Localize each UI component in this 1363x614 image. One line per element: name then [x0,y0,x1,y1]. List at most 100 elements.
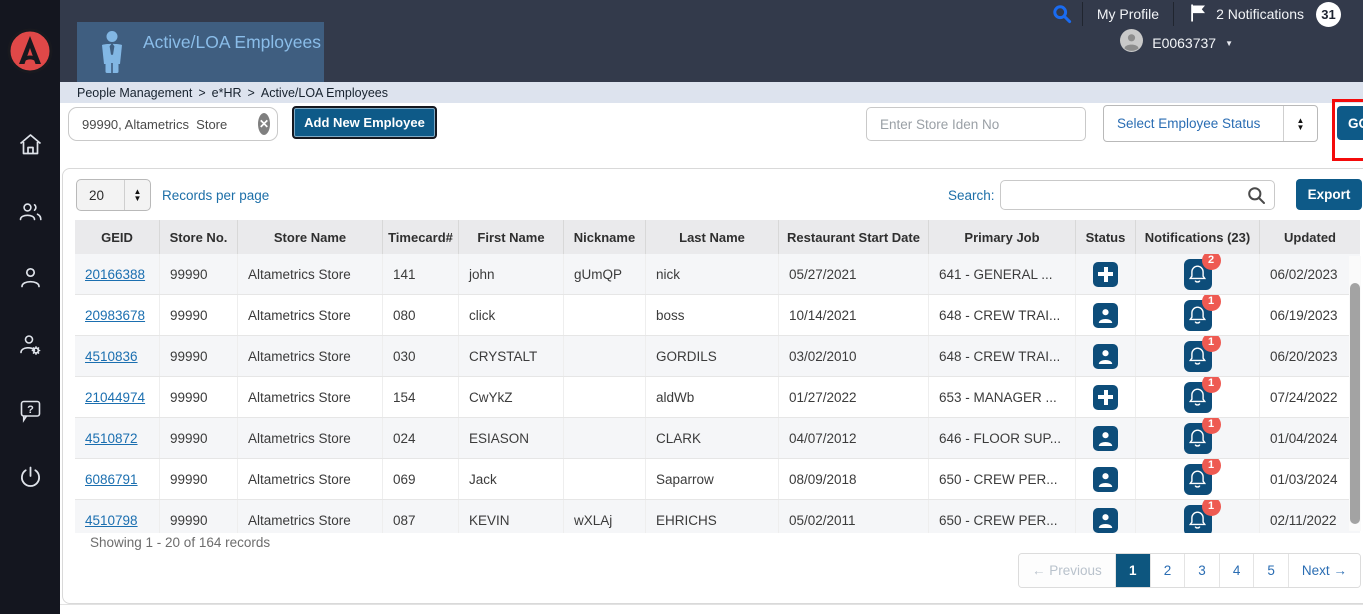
pagination: ← Previous 1 2 3 4 5 Next → [1018,553,1361,588]
notification-bell-icon[interactable]: 1 [1183,295,1221,331]
status-plus-icon[interactable] [1093,384,1118,410]
notification-count-badge: 1 [1201,336,1221,352]
primary-job-cell: 653 - MANAGER ... [929,377,1076,417]
store-name-cell: Altametrics Store [238,459,383,499]
last-name-cell: GORDILS [646,336,779,376]
store-no-cell: 99990 [160,336,238,376]
updated-cell: 06/20/2023 [1270,348,1338,364]
sidebar-help-icon[interactable]: ? [17,397,44,424]
sidebar-power-icon[interactable] [17,463,44,490]
table-row: 21044974 99990 Altametrics Store 154 CwY… [75,377,1360,418]
notifications-count-badge: 31 [1316,1,1341,27]
table-row: 6086791 99990 Altametrics Store 069 Jack… [75,459,1360,500]
column-header-notifications: Notifications (23) [1136,220,1260,254]
geid-link[interactable]: 20166388 [85,266,146,282]
nickname-cell: gUmQP [564,254,646,294]
notification-count-badge: 1 [1201,377,1221,393]
timecard-cell: 080 [383,295,459,335]
notification-bell-icon[interactable]: 2 [1183,254,1221,290]
export-button[interactable]: Export [1296,179,1362,210]
notifications-cell: 1 [1136,377,1260,417]
geid-link[interactable]: 4510798 [85,512,138,528]
primary-job-cell: 650 - CREW PER... [929,459,1076,499]
navbar-divider [1173,2,1175,26]
last-name-cell: CLARK [646,418,779,458]
select-spinner-icon: ▲ ▼ [124,180,150,210]
store-name-cell: Altametrics Store [238,254,383,294]
status-person-icon[interactable] [1093,466,1118,492]
user-menu[interactable]: E0063737 ▼ [1120,29,1363,57]
table-scrollbar-thumb[interactable] [1350,283,1360,524]
notification-count-badge: 1 [1201,295,1221,311]
first-name-cell: click [459,295,564,335]
primary-job-cell: 648 - CREW TRAI... [929,336,1076,376]
table-search-input[interactable] [1001,187,1247,203]
first-name-cell: ESIASON [459,418,564,458]
notification-bell-icon[interactable]: 1 [1183,377,1221,413]
page-button-1[interactable]: 1 [1115,554,1151,587]
page-button-3[interactable]: 3 [1185,554,1220,587]
column-header-updated: Updated [1284,229,1336,245]
nickname-cell [564,295,646,335]
status-person-icon[interactable] [1093,343,1118,369]
sidebar-home-icon[interactable] [17,131,44,158]
next-page-button[interactable]: Next → [1288,554,1360,587]
status-person-icon[interactable] [1093,507,1118,533]
column-header-first-name: First Name [459,220,564,254]
notifications-label: 2 Notifications [1216,6,1304,22]
geid-link[interactable]: 4510836 [85,348,138,364]
column-header-primary-job: Primary Job [929,220,1076,254]
global-search-icon[interactable] [1042,0,1082,28]
nickname-cell [564,418,646,458]
notifications-cell: 1 [1136,295,1260,335]
notification-bell-icon[interactable]: 1 [1183,500,1221,533]
updated-cell: 07/24/2022 [1270,389,1338,405]
geid-link[interactable]: 21044974 [85,389,146,405]
clear-store-icon[interactable]: ✕ [258,113,270,135]
table-row: 4510872 99990 Altametrics Store 024 ESIA… [75,418,1360,459]
spinner-up-icon: ▲ [133,187,142,196]
geid-link[interactable]: 6086791 [85,471,138,487]
breadcrumb-separator: > [247,85,255,100]
primary-job-cell: 650 - CREW PER... [929,500,1076,533]
table-row: 4510798 99990 Altametrics Store 087 KEVI… [75,500,1360,533]
store-search-input[interactable] [69,116,258,132]
page-button-5[interactable]: 5 [1254,554,1289,587]
geid-link[interactable]: 20983678 [85,307,146,323]
column-header-store-no: Store No. [160,220,238,254]
status-cell [1076,254,1136,294]
breadcrumb-ehr[interactable]: e*HR [211,85,242,100]
status-person-icon[interactable] [1093,302,1118,328]
notifications-button[interactable]: 2 Notifications 31 [1174,0,1363,28]
updated-cell: 06/19/2023 [1270,307,1338,323]
add-new-employee-button[interactable]: Add New Employee [292,106,437,139]
previous-page-button[interactable]: ← Previous [1019,554,1116,587]
page-button-4[interactable]: 4 [1219,554,1255,587]
sidebar-person-settings-icon[interactable] [17,331,44,358]
status-person-icon[interactable] [1093,425,1118,451]
altametrics-logo-icon[interactable] [7,28,53,74]
start-date-cell: 03/02/2010 [779,336,929,376]
store-iden-input[interactable] [866,107,1086,141]
status-cell [1076,377,1136,417]
status-plus-icon[interactable] [1093,261,1118,287]
go-button[interactable]: GO [1337,106,1363,140]
status-cell [1076,336,1136,376]
breadcrumb-people-management[interactable]: People Management [77,85,193,100]
notification-bell-icon[interactable]: 1 [1183,336,1221,372]
start-date-cell: 10/14/2021 [779,295,929,335]
nickname-cell: wXLAj [564,500,646,533]
notification-bell-icon[interactable]: 1 [1183,418,1221,454]
notification-bell-icon[interactable]: 1 [1183,459,1221,495]
avatar [1120,29,1144,57]
page-button-2[interactable]: 2 [1150,554,1186,587]
records-per-page-select[interactable]: 20 ▲ ▼ [76,179,151,211]
employee-status-select[interactable]: Select Employee Status ▲ ▼ [1103,105,1318,142]
geid-link[interactable]: 4510872 [85,430,138,446]
updated-cell: 01/04/2024 [1270,430,1338,446]
sidebar-person-icon[interactable] [17,264,44,291]
sidebar-team-icon[interactable] [17,198,44,225]
nickname-cell [564,336,646,376]
my-profile-button[interactable]: My Profile [1083,0,1173,28]
timecard-cell: 024 [383,418,459,458]
